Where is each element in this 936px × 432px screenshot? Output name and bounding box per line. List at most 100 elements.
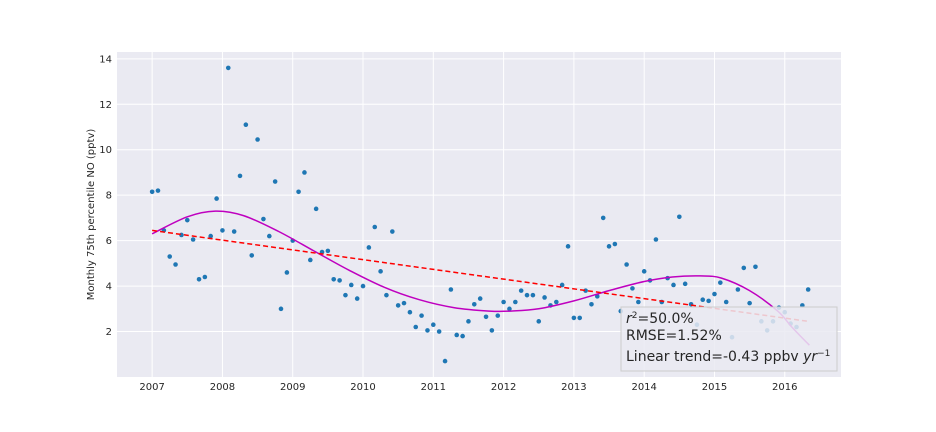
data-point bbox=[261, 216, 266, 222]
data-point bbox=[571, 315, 577, 321]
y-tick-label: 14 bbox=[99, 54, 112, 65]
data-point bbox=[354, 296, 360, 301]
data-point bbox=[718, 280, 723, 285]
data-point bbox=[554, 299, 559, 305]
y-axis-tick-labels: 2 4 6 8 10 12 14 bbox=[99, 54, 112, 338]
y-tick-label: 2 bbox=[106, 327, 112, 338]
data-point bbox=[155, 188, 161, 193]
data-point bbox=[513, 299, 518, 305]
data-point bbox=[706, 298, 711, 304]
data-point bbox=[167, 254, 173, 259]
linear-trend-line bbox=[152, 229, 809, 323]
data-point bbox=[653, 237, 659, 242]
stats-box-frame bbox=[620, 306, 838, 372]
data-point bbox=[753, 264, 758, 270]
data-point bbox=[600, 215, 606, 221]
rmse-text: RMSE=1.52% bbox=[626, 328, 722, 344]
x-tick-label: 2009 bbox=[280, 382, 305, 393]
data-point bbox=[237, 173, 243, 179]
data-point bbox=[325, 248, 331, 254]
data-point bbox=[624, 262, 629, 267]
data-point bbox=[741, 265, 747, 271]
data-point bbox=[583, 288, 588, 293]
x-tick-label: 2010 bbox=[350, 382, 375, 393]
linear-trend-value: Linear trend=-0.43 ppbv bbox=[626, 349, 799, 365]
x-tick-label: 2014 bbox=[631, 382, 656, 393]
data-point bbox=[483, 314, 489, 320]
y-tick-label: 10 bbox=[99, 145, 112, 156]
fit-curve bbox=[151, 210, 810, 346]
x-tick-label: 2015 bbox=[702, 382, 727, 393]
data-point bbox=[149, 189, 155, 195]
data-point bbox=[395, 303, 401, 308]
data-point bbox=[360, 283, 366, 289]
data-point bbox=[407, 309, 413, 315]
data-point bbox=[302, 170, 307, 175]
data-point bbox=[231, 229, 237, 234]
data-point bbox=[413, 324, 419, 330]
x-tick-label: 2013 bbox=[561, 382, 586, 393]
data-point bbox=[542, 295, 547, 300]
r-squared-value: 50.0% bbox=[649, 311, 693, 327]
data-point bbox=[337, 278, 342, 283]
data-point bbox=[272, 179, 278, 184]
data-point bbox=[436, 329, 442, 334]
stats-box: r2=50.0% RMSE=1.52% Linear trend=-0.43 p… bbox=[620, 306, 838, 372]
data-point bbox=[255, 137, 260, 142]
data-point bbox=[243, 122, 249, 128]
data-point bbox=[495, 313, 501, 318]
data-point bbox=[723, 299, 729, 305]
data-point bbox=[536, 319, 542, 324]
y-tick-label: 6 bbox=[106, 236, 112, 247]
data-point bbox=[308, 257, 313, 263]
data-point bbox=[214, 196, 219, 201]
data-point bbox=[284, 270, 290, 275]
data-point bbox=[559, 282, 565, 288]
data-point bbox=[671, 282, 676, 288]
data-point bbox=[348, 282, 354, 288]
data-point bbox=[747, 300, 752, 306]
data-point bbox=[278, 306, 284, 312]
y-tick-label: 8 bbox=[106, 191, 112, 202]
data-point bbox=[225, 65, 231, 71]
data-point bbox=[612, 241, 618, 247]
data-point bbox=[202, 274, 208, 280]
data-point bbox=[419, 313, 424, 318]
data-point bbox=[208, 233, 213, 239]
x-axis-tick-labels: 2007 2008 2009 2010 2011 2012 2013 2014 2015 2016 bbox=[139, 382, 797, 393]
data-point bbox=[641, 269, 647, 274]
data-point bbox=[366, 245, 372, 250]
data-point bbox=[577, 315, 583, 321]
data-point bbox=[343, 292, 348, 298]
data-point bbox=[384, 292, 389, 298]
data-point bbox=[518, 288, 524, 293]
data-point bbox=[712, 291, 717, 297]
x-tick-label: 2011 bbox=[421, 382, 446, 393]
data-point bbox=[460, 333, 465, 339]
data-point bbox=[425, 328, 430, 333]
data-point bbox=[401, 300, 407, 306]
x-tick-label: 2012 bbox=[491, 382, 516, 393]
data-point bbox=[471, 301, 477, 307]
data-point bbox=[805, 287, 811, 292]
data-point bbox=[735, 287, 741, 292]
linear-trend-text: Linear trend=-0.43 ppbv yr−1 bbox=[626, 349, 830, 365]
data-point bbox=[530, 292, 536, 298]
data-point bbox=[267, 233, 272, 239]
data-point bbox=[477, 296, 483, 301]
data-point bbox=[636, 299, 641, 305]
data-point bbox=[196, 276, 202, 282]
data-point bbox=[606, 244, 612, 249]
data-point bbox=[390, 229, 395, 234]
x-tick-label: 2016 bbox=[772, 382, 797, 393]
data-point bbox=[700, 297, 706, 303]
data-point bbox=[249, 253, 255, 258]
data-point bbox=[682, 281, 688, 287]
data-point bbox=[466, 319, 471, 324]
data-point bbox=[378, 269, 383, 274]
data-point bbox=[501, 299, 506, 305]
x-tick-label: 2007 bbox=[139, 382, 164, 393]
data-point bbox=[190, 237, 196, 242]
data-point bbox=[454, 332, 460, 338]
